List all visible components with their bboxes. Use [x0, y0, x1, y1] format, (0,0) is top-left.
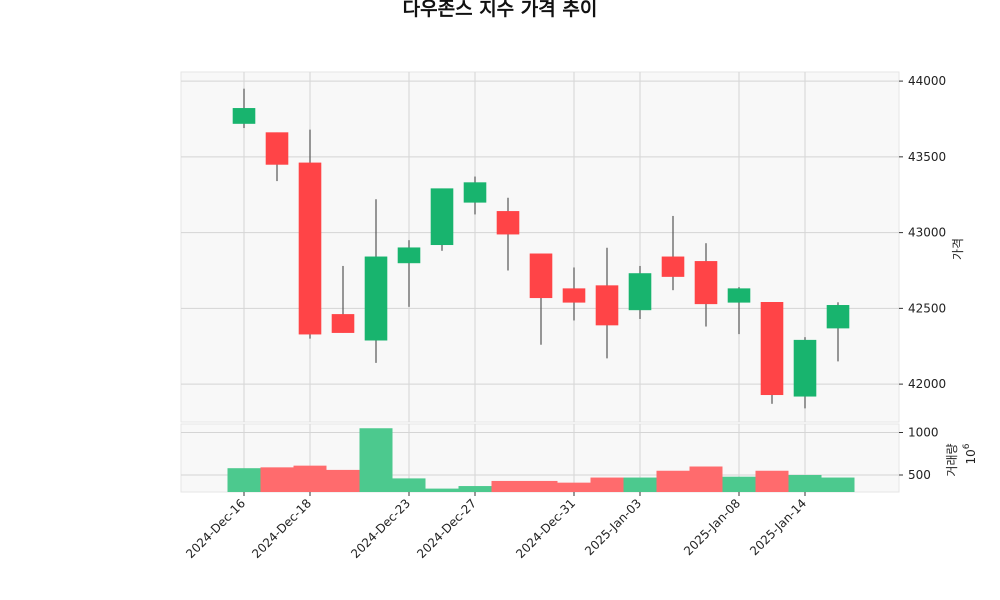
candle-down — [331, 314, 355, 333]
candle-up — [232, 108, 256, 124]
price-axis-label: 가격 — [951, 238, 965, 260]
price-panel — [180, 71, 900, 423]
price-tick-label: 42000 — [908, 377, 946, 391]
candle-down — [595, 285, 619, 326]
volume-bar-up — [722, 476, 756, 492]
candle-up — [628, 273, 652, 311]
candle-down — [661, 256, 685, 277]
volume-bar-down — [293, 465, 327, 492]
price-candles — [232, 88, 850, 409]
candle-up — [727, 288, 751, 303]
volume-bar-down — [491, 480, 525, 492]
candle-down — [496, 211, 520, 235]
volume-bars — [227, 428, 855, 492]
volume-bar-up — [821, 477, 855, 492]
candle-down — [562, 288, 586, 303]
candle-down — [694, 261, 718, 305]
volume-bar-up — [425, 488, 459, 492]
candle-down — [265, 132, 289, 165]
volume-tick-label: 1000 — [908, 426, 939, 440]
volume-scale-label: 106 — [962, 443, 978, 464]
volume-bar-up — [359, 428, 393, 492]
candle-up — [826, 305, 850, 329]
volume-bar-down — [656, 470, 690, 492]
candle-up — [364, 256, 388, 341]
volume-bar-down — [689, 466, 723, 492]
volume-bar-up — [788, 475, 822, 492]
volume-bar-down — [326, 469, 360, 492]
candle-down — [760, 302, 784, 396]
x-tick-label: 2024-Dec-18 — [249, 496, 314, 561]
candle-up — [397, 247, 421, 264]
volume-bar-down — [557, 482, 591, 492]
x-tick-label: 2024-Dec-31 — [513, 496, 578, 561]
volume-bar-down — [260, 467, 294, 492]
volume-bar-up — [458, 486, 492, 492]
volume-bar-down — [755, 470, 789, 492]
x-tick-label: 2025-Jan-03 — [582, 496, 644, 558]
candle-down — [298, 162, 322, 335]
x-tick-label: 2024-Dec-23 — [348, 496, 413, 561]
x-tick-label: 2024-Dec-16 — [183, 496, 248, 561]
price-tick-label: 42500 — [908, 301, 946, 315]
volume-bar-down — [590, 477, 624, 492]
x-tick-label: 2025-Jan-14 — [747, 496, 809, 558]
candle-up — [430, 188, 454, 246]
price-tick-label: 44000 — [908, 74, 946, 88]
volume-tick-label: 500 — [908, 468, 931, 482]
price-tick-label: 43500 — [908, 150, 946, 164]
volume-bar-up — [392, 478, 426, 492]
volume-axis-label: 거래량 — [945, 443, 959, 476]
volume-bar-down — [524, 480, 558, 492]
volume-bar-up — [623, 477, 657, 492]
candle-down — [529, 253, 553, 299]
candle-up — [463, 182, 487, 203]
candle-up — [793, 339, 817, 397]
chart-title: 다우존스 지수 가격 추이 — [402, 0, 598, 20]
x-tick-label: 2025-Jan-08 — [681, 496, 743, 558]
price-tick-label: 43000 — [908, 226, 946, 240]
x-tick-label: 2024-Dec-27 — [414, 496, 479, 561]
volume-bar-up — [227, 468, 261, 492]
